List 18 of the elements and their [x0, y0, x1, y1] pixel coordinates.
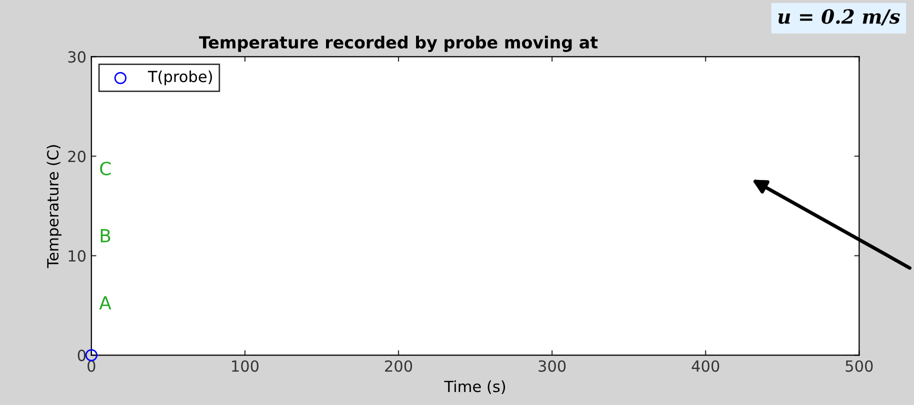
annotation: A: [99, 296, 112, 310]
x-tick-label: 100: [232, 360, 259, 372]
x-tick-label: 200: [385, 360, 412, 372]
y-tick-label: 30: [68, 51, 86, 63]
y-tick-label: 20: [68, 150, 86, 162]
text: u = 0.2 m/s: [778, 9, 900, 26]
y-tick-label: 10: [68, 250, 86, 262]
x-tick-label: 300: [538, 360, 566, 372]
x-axis-title: Time (s): [444, 380, 506, 394]
chart-title: Temperature recorded by probe moving at: [199, 36, 598, 52]
x-tick-label: 0: [88, 360, 96, 372]
y-axis-title: Temperature (C): [46, 145, 62, 268]
x-tick-label: 400: [692, 360, 720, 372]
annotation: B: [100, 229, 110, 242]
x-tick-label: 500: [846, 360, 873, 372]
y-tick-label: 0: [78, 350, 86, 362]
legend-label: T(probe): [148, 70, 212, 86]
annotation: C: [100, 162, 111, 176]
